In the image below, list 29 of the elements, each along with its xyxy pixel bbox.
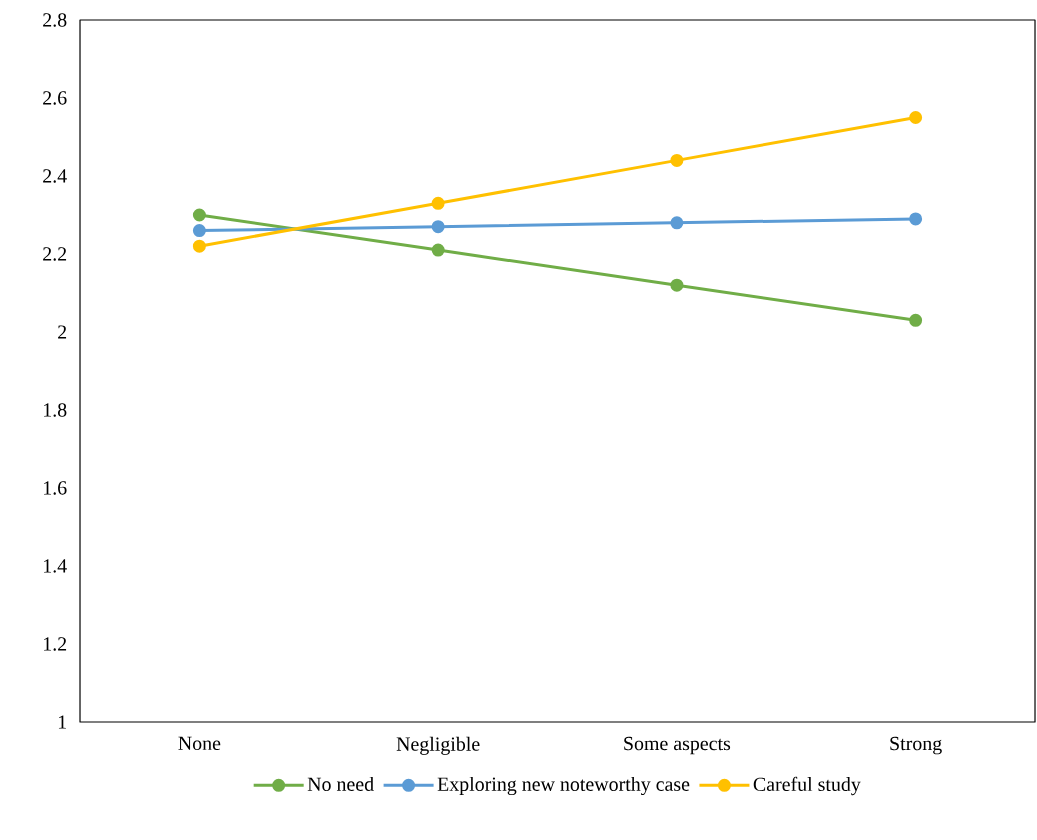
y-tick-label: 1.8: [44, 403, 67, 417]
point: [670, 216, 684, 230]
point: [192, 239, 206, 253]
x-tick-label: Negligible: [396, 736, 480, 755]
point: [192, 208, 206, 222]
y-tick-label: 1.6: [44, 481, 67, 495]
point: [431, 220, 445, 234]
legend-label: Careful study: [753, 776, 861, 796]
y-tick-label: 2.6: [43, 91, 67, 105]
x-tick-label: Strong: [890, 736, 942, 755]
point: [431, 196, 445, 210]
point: [670, 153, 684, 167]
y-tick-label: 1.4: [44, 559, 67, 573]
point: [192, 224, 206, 238]
y-tick-label: 2.8: [43, 13, 67, 27]
y-tick-label: 2: [58, 325, 67, 339]
point: [909, 110, 923, 124]
x-tick-label: None: [178, 736, 221, 751]
point: [670, 278, 684, 292]
y-tick-label: 2.2: [43, 247, 67, 261]
legend-label: No need: [307, 776, 374, 791]
y-tick-label: 2.4: [43, 169, 67, 183]
legend-label: Exploring new noteworthy case: [437, 776, 690, 796]
point: [909, 313, 923, 327]
point: [909, 212, 923, 226]
y-tick-label: 1.2: [44, 637, 67, 651]
x-tick-label: Some aspects: [624, 736, 731, 755]
point: [431, 243, 445, 257]
y-tick-label: 1: [58, 715, 66, 729]
